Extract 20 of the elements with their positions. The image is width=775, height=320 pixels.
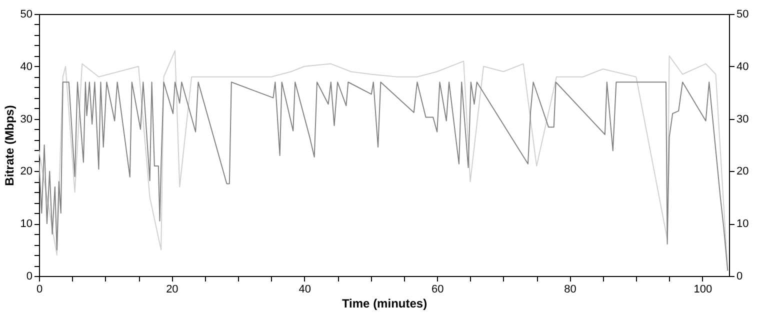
x-tick-label: 60 <box>431 284 444 296</box>
x-axis-title: Time (minutes) <box>342 296 428 310</box>
y-tick-label: 30 <box>20 113 32 126</box>
y2-tick-label: 0 <box>736 270 743 282</box>
y-tick-label: 40 <box>20 60 32 73</box>
y-axis-title: Bitrate (Mbps) <box>2 105 16 186</box>
x-tick-label: 0 <box>36 284 43 296</box>
y2-tick-label: 50 <box>736 8 749 20</box>
x-tick-label: 100 <box>694 284 712 296</box>
y-tick-label: 20 <box>20 166 32 178</box>
x-tick-label: 80 <box>564 284 576 296</box>
y2-tick-label: 20 <box>736 166 749 178</box>
y-tick-label: 0 <box>26 270 32 282</box>
y2-tick-label: 10 <box>736 218 749 230</box>
x-tick-label: 20 <box>166 284 178 296</box>
y-tick-label: 50 <box>20 8 32 20</box>
y2-tick-label: 30 <box>736 113 749 126</box>
y2-tick-label: 40 <box>736 60 749 73</box>
y-tick-label: 10 <box>20 218 32 230</box>
x-tick-label: 40 <box>298 284 312 296</box>
